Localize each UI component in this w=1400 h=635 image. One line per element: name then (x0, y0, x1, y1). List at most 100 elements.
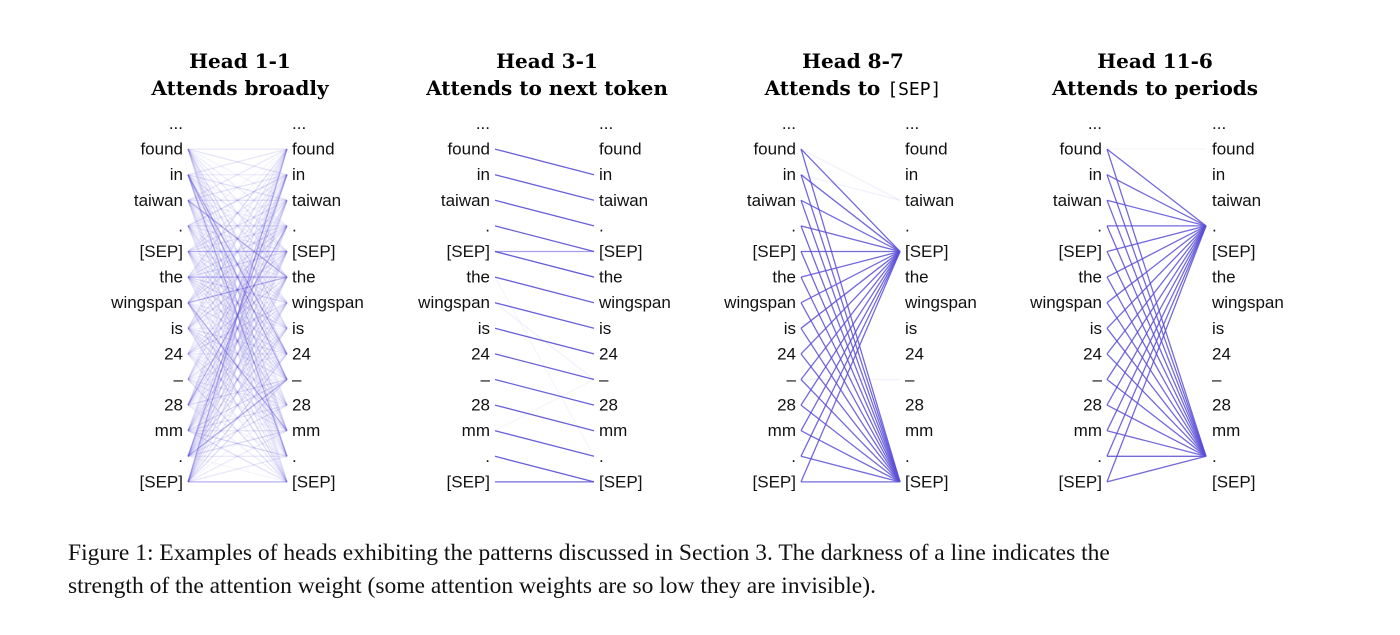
source-token: the (159, 268, 183, 287)
source-token: ... (782, 114, 796, 133)
source-token: . (1097, 447, 1102, 466)
target-token: wingspan (1211, 293, 1284, 312)
attention-line (187, 250, 288, 278)
target-token: found (905, 140, 948, 159)
attention-line (800, 250, 901, 278)
attention-line (800, 251, 901, 432)
attention-line (1106, 302, 1207, 457)
attention-line (1106, 199, 1207, 227)
attention-line (187, 200, 288, 483)
target-token: [SEP] (599, 242, 642, 261)
target-token: 24 (599, 344, 618, 363)
attention-line (187, 174, 288, 227)
attention-line (187, 174, 288, 355)
attention-line (187, 302, 288, 406)
attention-line (187, 430, 288, 457)
attention-lines (1106, 148, 1207, 483)
target-token: 28 (599, 396, 618, 415)
target-token: is (1212, 319, 1224, 338)
attention-line (800, 455, 901, 483)
source-token: – (787, 370, 797, 389)
attention-line (494, 353, 595, 381)
attention-line (187, 199, 288, 278)
target-token: [SEP] (292, 242, 335, 261)
target-token: taiwan (599, 191, 648, 210)
attention-line (187, 251, 288, 355)
source-token: 28 (777, 396, 796, 415)
source-token: the (466, 268, 490, 287)
attention-line (187, 276, 288, 304)
source-token: wingspan (723, 293, 796, 312)
attention-line (187, 225, 288, 406)
attention-line (187, 148, 288, 483)
target-token: [SEP] (905, 242, 948, 261)
attention-line (494, 302, 595, 381)
attention-line (187, 199, 288, 253)
attention-line (187, 225, 288, 253)
attention-line (187, 225, 288, 431)
attention-line (187, 302, 288, 457)
attention-line (187, 174, 288, 253)
target-token: – (905, 370, 915, 389)
attention-line (187, 148, 288, 329)
source-token: [SEP] (140, 242, 183, 261)
attention-line (494, 174, 595, 201)
attention-line (187, 302, 288, 355)
attention-line (187, 276, 288, 406)
target-token: taiwan (292, 191, 341, 210)
target-token: ... (905, 114, 919, 133)
attention-line (187, 276, 288, 483)
attention-line (187, 276, 288, 432)
source-token: taiwan (747, 191, 796, 210)
source-token: [SEP] (1059, 472, 1102, 491)
target-token: mm (599, 421, 627, 440)
target-token: the (599, 268, 623, 287)
attention-line (800, 148, 901, 201)
source-token: mm (462, 421, 490, 440)
attention-line (187, 148, 288, 304)
source-token: . (791, 216, 796, 235)
attention-line (187, 327, 288, 432)
attention-line (187, 353, 288, 483)
attention-line (187, 225, 288, 304)
attention-line (187, 353, 288, 381)
attention-line (187, 302, 288, 355)
attention-line (187, 199, 288, 227)
attention-line (494, 199, 595, 227)
attention-line (187, 251, 288, 457)
panel-title: Head 3-1 (496, 49, 598, 73)
target-token: 24 (905, 344, 924, 363)
target-token: [SEP] (1212, 472, 1255, 491)
attention-line (187, 455, 288, 483)
attention-line (187, 225, 288, 380)
attention-line (800, 250, 901, 304)
attention-line (187, 276, 288, 457)
attention-line (187, 199, 288, 227)
attention-line (187, 251, 288, 380)
target-token: the (1212, 268, 1236, 287)
attention-line (187, 174, 288, 431)
attention-line (187, 225, 288, 457)
attention-line (494, 148, 595, 176)
target-token: . (599, 447, 604, 466)
source-token: [SEP] (447, 472, 490, 491)
attention-line (800, 251, 901, 483)
caption-line-2: strength of the attention weight (some a… (68, 573, 876, 599)
target-token: in (1212, 165, 1225, 184)
source-token: ... (476, 114, 490, 133)
attention-line (187, 353, 288, 381)
attention-line (187, 327, 288, 457)
attention-line (187, 251, 288, 406)
attention-line (800, 327, 901, 483)
attention-line (187, 353, 288, 432)
attention-line (187, 148, 288, 278)
attention-line (187, 225, 288, 304)
source-token: – (1093, 370, 1103, 389)
source-token: ... (1088, 114, 1102, 133)
attention-line (187, 174, 288, 457)
attention-line (1106, 276, 1207, 457)
attention-line (800, 404, 901, 483)
source-token: taiwan (134, 191, 183, 210)
attention-line (494, 404, 595, 432)
attention-line (187, 250, 288, 304)
